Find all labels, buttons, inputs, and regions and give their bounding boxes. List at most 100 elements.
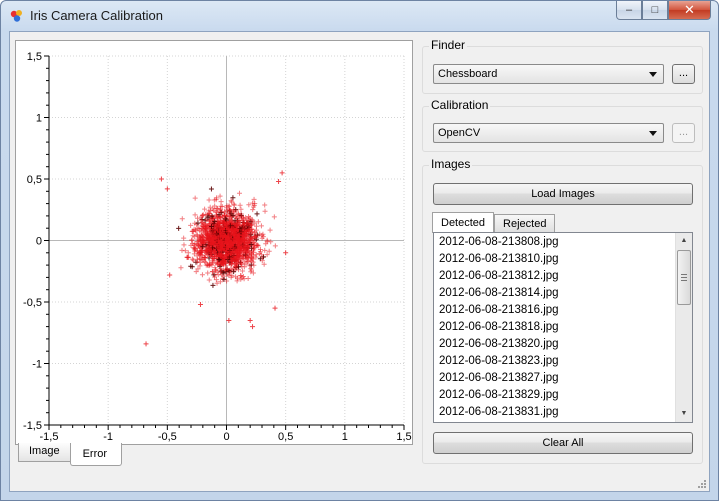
error-point xyxy=(264,252,270,258)
tab-image-label: Image xyxy=(29,445,60,457)
error-point xyxy=(242,259,248,265)
x-tick-label: 1,5 xyxy=(396,431,411,443)
calibration-browse-button[interactable]: ... xyxy=(672,123,695,143)
error-point xyxy=(261,261,267,267)
error-point xyxy=(188,222,194,228)
error-point xyxy=(194,248,200,254)
error-point xyxy=(206,277,212,283)
x-tick-label: 0 xyxy=(223,431,229,443)
finder-browse-button[interactable]: ... xyxy=(672,64,695,84)
app-icon xyxy=(10,10,22,22)
error-point xyxy=(176,225,182,231)
maximize-button[interactable]: □ xyxy=(642,1,668,20)
calibration-selected-value: OpenCV xyxy=(438,127,481,139)
close-button[interactable]: ✕ xyxy=(668,1,711,20)
error-point xyxy=(244,244,250,250)
y-tick-label: 0,5 xyxy=(27,174,42,186)
error-point xyxy=(190,257,196,263)
calibration-select[interactable]: OpenCV xyxy=(433,123,664,143)
error-point xyxy=(268,239,274,245)
error-point xyxy=(251,240,257,246)
error-point xyxy=(211,197,217,203)
list-item[interactable]: 2012-06-08-213820.jpg xyxy=(439,338,559,350)
error-point xyxy=(201,240,207,246)
finder-select[interactable]: Chessboard xyxy=(433,64,664,84)
error-point xyxy=(226,228,232,234)
error-point xyxy=(249,254,255,260)
list-item[interactable]: 2012-06-08-213814.jpg xyxy=(439,287,559,299)
error-point xyxy=(272,243,278,249)
error-point xyxy=(272,305,278,311)
error-point xyxy=(208,237,214,243)
error-point xyxy=(226,272,232,278)
error-point xyxy=(206,197,212,203)
list-item[interactable]: 2012-06-08-213827.jpg xyxy=(439,372,559,384)
y-tick-label: 0 xyxy=(36,236,42,248)
error-point xyxy=(182,248,188,254)
error-point xyxy=(226,235,232,241)
detected-images-list[interactable]: 2012-06-08-213808.jpg 2012-06-08-213810.… xyxy=(433,232,693,423)
error-point xyxy=(228,198,234,204)
error-point xyxy=(221,258,227,264)
list-item[interactable]: 2012-06-08-213812.jpg xyxy=(439,270,559,282)
error-point xyxy=(196,226,202,232)
error-point xyxy=(208,186,214,192)
error-point xyxy=(259,252,265,258)
finder-browse-label: ... xyxy=(678,67,689,79)
error-scatter-plot: -1,5 -1 -0,5 0 0,5 1 1,5 1,5 1 0,5 0 -0,5 -1 -1,5 xyxy=(23,51,412,443)
error-point xyxy=(218,203,224,209)
list-item[interactable]: 2012-06-08-213831.jpg xyxy=(439,406,559,418)
clear-all-button[interactable]: Clear All xyxy=(433,432,693,454)
tab-error[interactable]: Error xyxy=(69,443,123,466)
list-item[interactable]: 2012-06-08-213818.jpg xyxy=(439,321,559,333)
tab-image[interactable]: Image xyxy=(18,443,71,462)
error-point xyxy=(231,228,237,234)
scroll-up-icon[interactable]: ▲ xyxy=(680,237,688,244)
error-point xyxy=(249,226,255,232)
list-item[interactable]: 2012-06-08-213808.jpg xyxy=(439,236,559,248)
error-point xyxy=(279,170,285,176)
list-item[interactable]: 2012-06-08-213810.jpg xyxy=(439,253,559,265)
error-point xyxy=(211,256,217,262)
finder-title: Finder xyxy=(429,38,468,52)
minimize-button[interactable]: – xyxy=(616,1,642,20)
close-icon: ✕ xyxy=(684,2,695,17)
error-point xyxy=(214,205,220,211)
error-point xyxy=(207,204,213,210)
error-point xyxy=(238,206,244,212)
error-point xyxy=(205,270,211,276)
chevron-down-icon xyxy=(649,72,657,77)
client-area: -1,5 -1 -0,5 0 0,5 1 1,5 1,5 1 0,5 0 -0,5 -1 -1,5 Ima… xyxy=(9,31,710,492)
tab-detected[interactable]: Detected xyxy=(432,212,495,233)
error-point xyxy=(215,260,221,266)
y-tick-label: -1 xyxy=(32,359,42,371)
scrollbar-thumb[interactable] xyxy=(677,250,691,305)
error-point xyxy=(213,267,219,273)
error-point xyxy=(237,253,243,259)
error-point xyxy=(260,231,266,237)
error-point xyxy=(231,253,237,259)
error-point xyxy=(255,243,261,249)
image-tabs: Detected Rejected xyxy=(432,212,556,233)
tab-rejected[interactable]: Rejected xyxy=(494,214,556,233)
error-point xyxy=(234,258,240,264)
error-point xyxy=(196,238,202,244)
error-point xyxy=(179,216,185,222)
error-point xyxy=(223,267,229,273)
list-scrollbar[interactable]: ▲ ▼ xyxy=(675,233,692,422)
load-images-button[interactable]: Load Images xyxy=(433,183,693,205)
maximize-icon: □ xyxy=(651,4,659,16)
scroll-down-icon[interactable]: ▼ xyxy=(680,410,688,417)
list-item[interactable]: 2012-06-08-213823.jpg xyxy=(439,355,559,367)
list-item[interactable]: 2012-06-08-213829.jpg xyxy=(439,389,559,401)
images-title: Images xyxy=(429,157,473,171)
list-item[interactable]: 2012-06-08-213816.jpg xyxy=(439,304,559,316)
error-point xyxy=(218,259,224,265)
error-point xyxy=(240,222,246,228)
title-bar[interactable]: Iris Camera Calibration – □ ✕ xyxy=(1,1,718,31)
error-point xyxy=(210,206,216,212)
error-point xyxy=(210,260,216,266)
calibration-group: Calibration OpenCV ... xyxy=(422,98,703,152)
resize-grip-icon[interactable] xyxy=(697,479,707,489)
error-point xyxy=(230,195,236,201)
